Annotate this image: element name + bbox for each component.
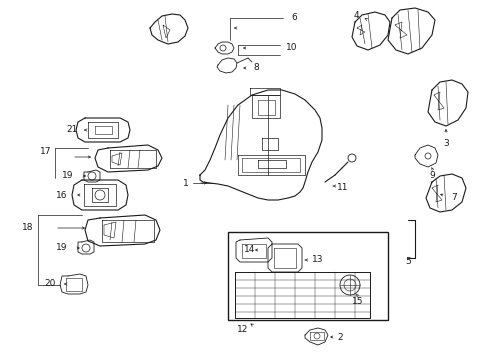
- Text: 19: 19: [56, 243, 68, 252]
- Text: 20: 20: [44, 279, 56, 288]
- Text: 9: 9: [429, 171, 435, 180]
- Text: 16: 16: [56, 190, 68, 199]
- Text: 12: 12: [237, 325, 249, 334]
- Text: 8: 8: [253, 63, 259, 72]
- Text: 18: 18: [22, 224, 34, 233]
- Text: 10: 10: [286, 44, 298, 53]
- Bar: [228, 232, 388, 320]
- Text: 4: 4: [353, 10, 359, 19]
- Text: 6: 6: [291, 13, 297, 22]
- Text: 14: 14: [245, 246, 256, 255]
- Text: 19: 19: [62, 171, 74, 180]
- Text: 13: 13: [312, 256, 324, 265]
- Text: 21: 21: [66, 126, 78, 135]
- Text: 11: 11: [337, 184, 349, 193]
- Text: 1: 1: [183, 179, 189, 188]
- Text: 7: 7: [451, 194, 457, 202]
- Text: 15: 15: [352, 297, 364, 306]
- Text: 5: 5: [405, 257, 411, 266]
- Text: 2: 2: [337, 333, 343, 342]
- Text: 3: 3: [443, 139, 449, 148]
- Text: 17: 17: [40, 148, 52, 157]
